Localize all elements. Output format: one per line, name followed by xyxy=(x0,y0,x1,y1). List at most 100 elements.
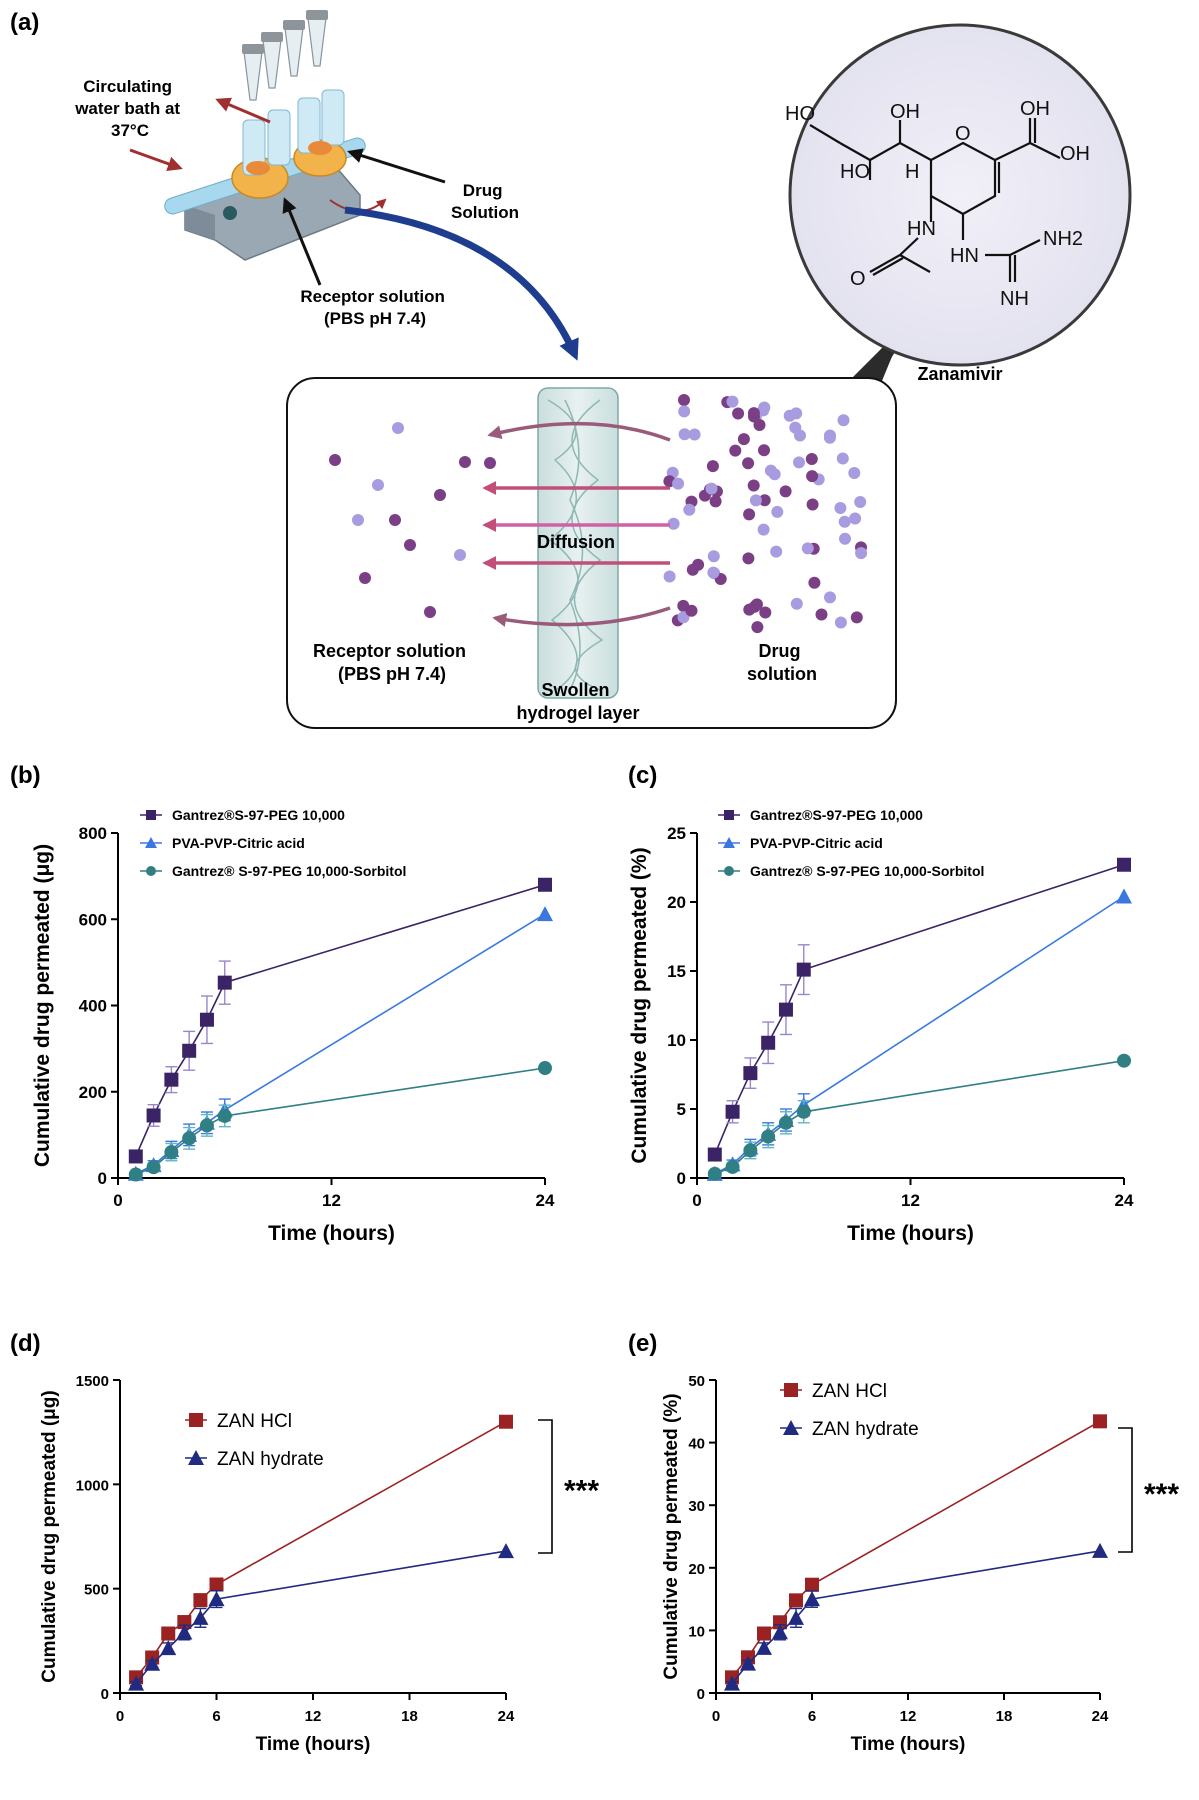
legend-label: ZAN HCl xyxy=(217,1411,292,1432)
data-point-circle xyxy=(199,1118,214,1133)
significance-bracket: *** xyxy=(538,1419,599,1554)
y-tick-label: 0 xyxy=(98,1169,107,1188)
particles xyxy=(329,394,868,634)
x-tick-label: 12 xyxy=(322,1191,341,1210)
particle xyxy=(848,467,861,479)
particle xyxy=(352,514,364,526)
legend-label: ZAN HCl xyxy=(812,1381,887,1402)
legend-entry: ZAN HCl xyxy=(185,1411,292,1432)
data-point-circle xyxy=(146,866,156,876)
x-tick-label: 12 xyxy=(900,1708,917,1725)
data-point-circle xyxy=(146,1160,161,1175)
legend-label: ZAN hydrate xyxy=(217,1449,324,1470)
diffusion-arrows xyxy=(482,421,671,627)
particle xyxy=(372,479,384,491)
legend-entry: PVA-PVP-Citric acid xyxy=(718,835,883,851)
series-line xyxy=(714,895,1125,1175)
series-2 xyxy=(128,1061,552,1182)
y-tick-label: 10 xyxy=(688,1623,705,1640)
particle xyxy=(424,606,436,618)
particle xyxy=(854,496,867,508)
data-point-triangle xyxy=(772,1624,788,1640)
series-0 xyxy=(707,857,1131,1162)
y-tick-label: 50 xyxy=(688,1373,705,1390)
particle xyxy=(834,616,847,629)
particle xyxy=(808,576,821,589)
panel-label: (c) xyxy=(628,762,657,789)
receptor-solution-label-box: Receptor solution (PBS pH 7.4) xyxy=(313,641,471,684)
x-tick-label: 0 xyxy=(692,1191,701,1210)
x-tick-label: 12 xyxy=(305,1708,322,1725)
particle xyxy=(678,405,691,418)
diffusion-label: Diffusion xyxy=(537,532,615,552)
x-tick-label: 0 xyxy=(712,1708,720,1725)
zanamivir-structure: HO OH O OH HO H HN HN NH2 O NH OH Zanami… xyxy=(785,23,1132,502)
data-point-square xyxy=(1117,857,1131,872)
particle xyxy=(685,604,698,617)
particle xyxy=(729,444,742,457)
data-point-circle xyxy=(743,1143,758,1158)
data-point-triangle xyxy=(1116,888,1132,904)
x-axis-label: Time (hours) xyxy=(847,1222,974,1245)
legend-label: Gantrez®S-97-PEG 10,000 xyxy=(172,807,345,823)
particle xyxy=(790,597,803,610)
data-point-circle xyxy=(725,1159,740,1174)
particle xyxy=(389,514,401,526)
legend-entry: ZAN hydrate xyxy=(780,1419,919,1440)
particle xyxy=(764,464,777,477)
drug-solution-label: Drug Solution xyxy=(451,181,519,222)
particle xyxy=(404,539,416,551)
y-tick-label: 25 xyxy=(667,824,686,843)
panel-a: (a) xyxy=(10,9,1132,729)
y-tick-label: 1500 xyxy=(76,1373,109,1390)
series-0 xyxy=(128,877,552,1164)
x-tick-label: 18 xyxy=(996,1708,1013,1725)
panel-a-label: (a) xyxy=(10,9,39,36)
particle xyxy=(686,563,699,576)
diffusion-box: Diffusion Receptor solution (PBS pH 7.4)… xyxy=(286,377,897,729)
particle xyxy=(683,503,696,516)
particle xyxy=(749,494,762,507)
data-point-square xyxy=(725,1104,740,1119)
data-point-square xyxy=(146,810,156,820)
drug-solution-label-box: Drug solution xyxy=(747,641,817,684)
svg-text:O: O xyxy=(955,123,971,145)
particle xyxy=(667,517,680,530)
legend-entry: ZAN hydrate xyxy=(185,1449,324,1470)
y-tick-label: 500 xyxy=(84,1582,109,1599)
particle xyxy=(855,547,868,560)
particle xyxy=(839,532,851,545)
particle xyxy=(707,550,720,563)
particle xyxy=(434,489,446,501)
data-point-square xyxy=(182,1043,197,1058)
y-tick-label: 20 xyxy=(667,893,686,912)
panel-label: (b) xyxy=(10,762,41,789)
particle xyxy=(834,502,847,514)
data-point-square xyxy=(499,1414,513,1429)
franz-cell-illustration xyxy=(129,10,579,361)
data-point-triangle xyxy=(788,1609,804,1625)
y-tick-label: 200 xyxy=(79,1083,107,1102)
particle xyxy=(770,545,783,558)
legend-entry: ZAN HCl xyxy=(780,1381,887,1402)
data-point-square xyxy=(761,1035,776,1050)
data-point-square xyxy=(784,1383,798,1397)
svg-text:H: H xyxy=(905,161,919,183)
y-tick-label: 400 xyxy=(79,997,107,1016)
x-tick-label: 24 xyxy=(498,1708,515,1725)
particle xyxy=(726,395,739,408)
data-point-triangle xyxy=(498,1543,514,1559)
significance-label: *** xyxy=(1144,1478,1179,1511)
y-tick-label: 40 xyxy=(688,1436,705,1453)
data-point-square xyxy=(217,975,232,990)
y-tick-label: 5 xyxy=(677,1100,686,1119)
particle xyxy=(824,591,836,604)
x-tick-label: 24 xyxy=(1115,1191,1134,1210)
data-point-square xyxy=(209,1577,224,1592)
particle xyxy=(672,477,685,490)
hydrogel-layer xyxy=(537,387,619,699)
molecule-name: Zanamivir xyxy=(917,364,1002,384)
data-point-circle xyxy=(164,1145,179,1160)
series-2 xyxy=(707,1053,1131,1181)
y-tick-label: 0 xyxy=(101,1686,109,1703)
